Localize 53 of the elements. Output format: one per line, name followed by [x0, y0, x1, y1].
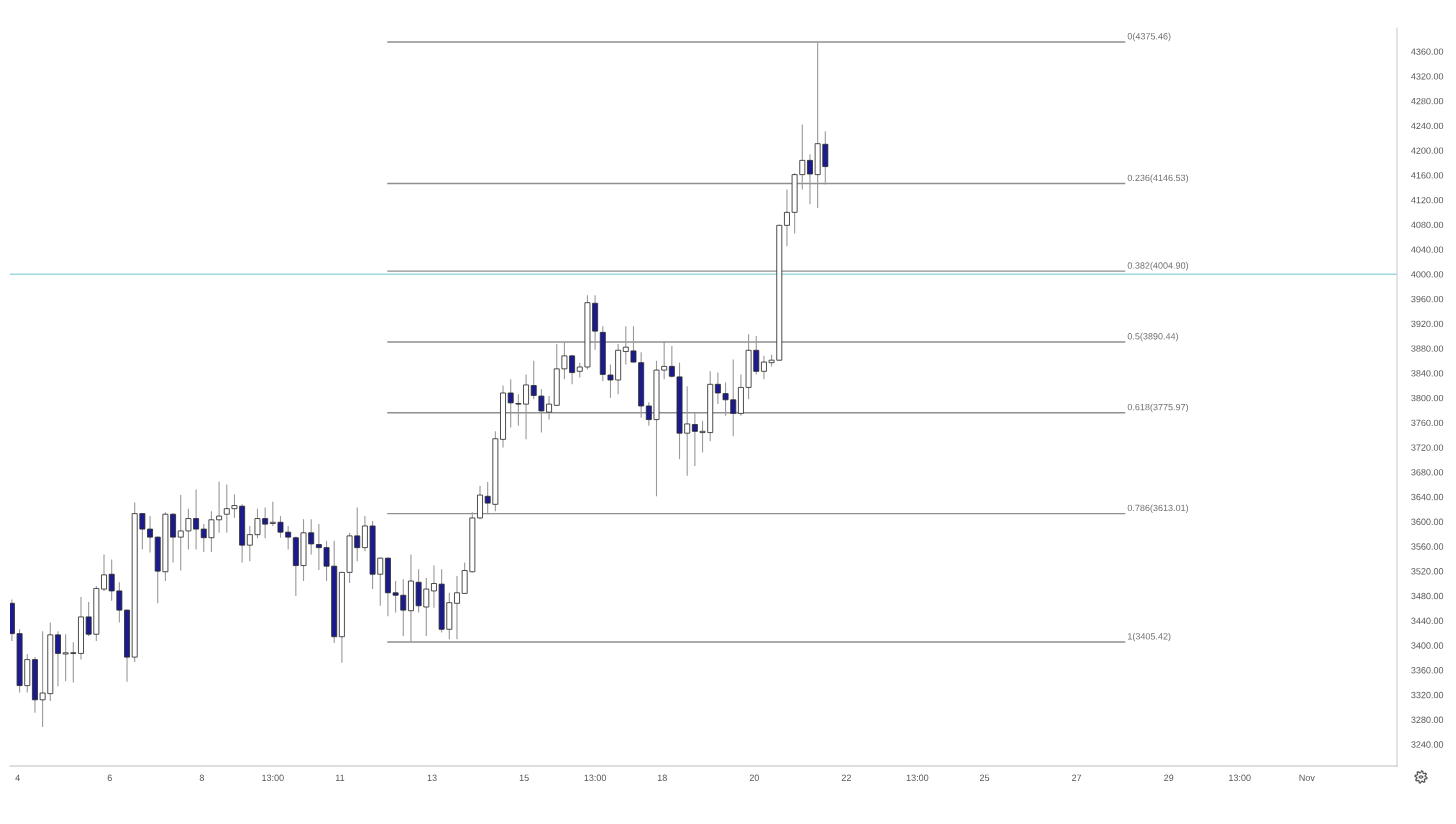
y-tick-label: 3680.00 [1411, 469, 1444, 476]
series-label: 0.618(3775.97) [1127, 403, 1189, 413]
y-tick-label: 3480.00 [1411, 592, 1444, 600]
y-tick-label: 3760.00 [1411, 419, 1444, 427]
x-tick-label: 13:00 [584, 774, 607, 781]
y-tick-label: 4000.00 [1411, 271, 1444, 278]
y-tick-label: 3960.00 [1411, 295, 1444, 303]
y-tick-label: 3520.00 [1411, 568, 1444, 575]
y-tick-label: 3800.00 [1411, 394, 1444, 402]
y-tick-label: 3880.00 [1411, 345, 1444, 352]
x-tick-label: 4 [15, 774, 20, 781]
y-tick-label: 3720.00 [1411, 444, 1444, 451]
series-label: 1(3405.42) [1128, 632, 1171, 642]
series-label: 0.786(3613.01) [1127, 504, 1189, 513]
series-label: 0.236(4146.53) [1127, 174, 1189, 183]
x-tick-label: 15 [519, 774, 529, 781]
y-tick-label: 3640.00 [1411, 493, 1444, 501]
x-tick-label: 8 [199, 774, 204, 781]
x-tick-label: 13:00 [1229, 774, 1251, 781]
x-tick-label: 20 [749, 774, 760, 781]
y-tick-label: 4080.00 [1411, 221, 1444, 229]
y-tick-label: 3360.00 [1411, 667, 1444, 674]
x-tick-label: 13:00 [262, 774, 284, 781]
y-tick-label: 4120.00 [1411, 196, 1444, 204]
y-tick-label: 4040.00 [1411, 246, 1444, 253]
y-tick-label: 3920.00 [1411, 320, 1444, 328]
y-tick-label: 4160.00 [1411, 172, 1444, 179]
x-tick-label: 27 [1072, 774, 1082, 781]
y-tick-label: 3440.00 [1411, 617, 1444, 624]
y-tick-label: 3400.00 [1411, 642, 1444, 649]
y-tick-label: 3240.00 [1411, 741, 1444, 748]
series-label: 0(4375.46) [1127, 32, 1171, 42]
series-label: 0.5(3890.44) [1127, 332, 1178, 342]
y-tick-label: 3320.00 [1411, 691, 1444, 699]
x-tick-label: 13 [427, 774, 437, 781]
y-tick-label: 3560.00 [1411, 543, 1444, 550]
x-tick-label: 25 [979, 774, 990, 781]
y-tick-label: 3840.00 [1411, 370, 1444, 377]
y-tick-label: 4320.00 [1411, 73, 1444, 80]
x-tick-label: 22 [841, 774, 851, 781]
x-tick-label: 6 [107, 774, 112, 781]
y-tick-label: 3280.00 [1411, 716, 1444, 723]
series-label: 0.382(4004.90) [1127, 262, 1189, 271]
y-tick-label: 4240.00 [1411, 122, 1444, 130]
y-tick-label: 3600.00 [1411, 518, 1444, 526]
y-tick-label: 4360.00 [1411, 48, 1444, 55]
x-tick-label: 11 [335, 774, 345, 781]
x-tick-label: 13:00 [906, 774, 929, 781]
y-tick-label: 4200.00 [1411, 147, 1444, 154]
x-tick-label: 29 [1164, 774, 1174, 781]
x-tick-label: 18 [657, 774, 667, 781]
x-tick-label: Nov [1299, 774, 1315, 781]
y-tick-label: 4280.00 [1411, 97, 1444, 105]
